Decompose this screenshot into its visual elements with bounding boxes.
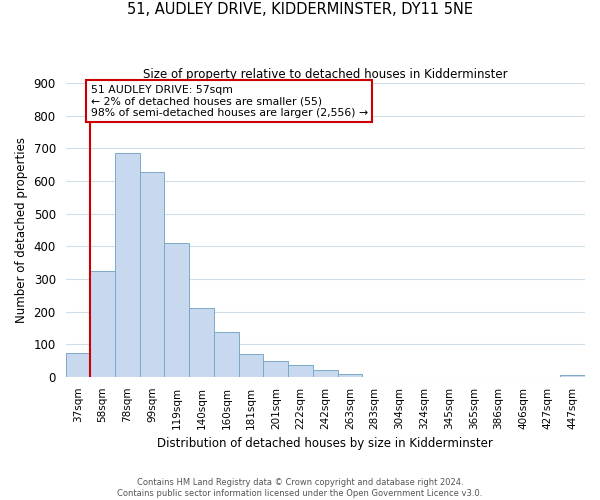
Bar bbox=[164, 243, 189, 377]
Bar bbox=[263, 361, 288, 377]
Text: 51, AUDLEY DRIVE, KIDDERMINSTER, DY11 5NE: 51, AUDLEY DRIVE, KIDDERMINSTER, DY11 5N… bbox=[127, 2, 473, 18]
Bar bbox=[239, 354, 263, 377]
Bar bbox=[214, 332, 239, 377]
Bar bbox=[90, 270, 115, 377]
Bar bbox=[313, 370, 338, 377]
Bar bbox=[115, 153, 140, 377]
Bar bbox=[65, 354, 90, 377]
X-axis label: Distribution of detached houses by size in Kidderminster: Distribution of detached houses by size … bbox=[157, 437, 493, 450]
Bar bbox=[140, 172, 164, 377]
Bar bbox=[288, 364, 313, 377]
Text: Contains HM Land Registry data © Crown copyright and database right 2024.
Contai: Contains HM Land Registry data © Crown c… bbox=[118, 478, 482, 498]
Bar bbox=[338, 374, 362, 377]
Text: 51 AUDLEY DRIVE: 57sqm
← 2% of detached houses are smaller (55)
98% of semi-deta: 51 AUDLEY DRIVE: 57sqm ← 2% of detached … bbox=[91, 84, 368, 118]
Y-axis label: Number of detached properties: Number of detached properties bbox=[15, 137, 28, 323]
Title: Size of property relative to detached houses in Kidderminster: Size of property relative to detached ho… bbox=[143, 68, 508, 80]
Bar bbox=[189, 308, 214, 377]
Bar bbox=[560, 375, 585, 377]
